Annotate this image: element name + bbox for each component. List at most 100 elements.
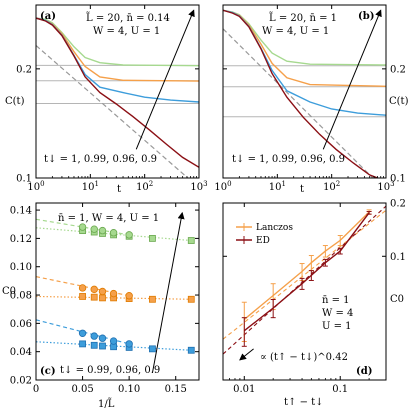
panel-b-guide-line [223,28,374,178]
panel-c-xtick-label-0: 0 [33,384,39,395]
panel-c-square-1-0 [79,293,86,300]
panel-c-frame [35,202,200,381]
panel-c-ytick-label-0: 0.02 [10,376,32,387]
panel-b-params-line-2: W = 4, U = 1 [262,26,329,37]
panel-a-xtick-label-1: 101 [82,180,99,193]
panel-c-circle-1-3 [109,289,118,298]
panel-c-square-1-6 [187,295,195,303]
panel-c-square-1-1 [90,293,98,301]
panel-a-guide-line [36,45,189,178]
panel-d-xtick-label-1: 0.1 [332,384,348,395]
panel-d-legend: Lanczos ED [236,223,293,246]
panel-c-circle-2-4 [125,340,133,348]
panel-c-circle-1-2 [98,287,107,296]
panel-c-square-2-1 [90,341,98,349]
legend-lanczos-label: Lanczos [256,223,293,233]
panel-c: 0 0.05 0.10 0.15 0.02 0.04 0.06 0.08 0.10 0.12 0.1… [2,202,200,410]
panel-c-ytick-label-2: 0.06 [10,319,32,330]
panel-a-ytick-label-0: 0.1 [16,174,32,185]
panel-c-trend-arrow [151,211,185,374]
panel-d-ylabel: C0 [390,294,404,305]
panel-a-frame [35,4,200,179]
panel-a-xlabel: t [117,184,121,195]
panel-c-square-1-2 [99,294,106,302]
panel-c-square-2-2 [99,342,106,350]
panel-b-ytick-label-1: 0.2 [390,64,406,75]
panel-c-square-2-6 [187,346,195,354]
panel-c-annotation: t↓ = 0.99, 0.96, 0.9 [60,365,160,376]
panel-c-xtick-label-2: 0.10 [118,384,140,395]
panel-c-circle-0-4 [125,231,133,239]
panel-d-params-line-1: n̄ = 1 [322,295,350,306]
panel-b-series-3 [223,9,380,178]
panel-a-params-line-2: W = 4, U = 1 [93,26,160,37]
panel-b-frame [222,4,387,179]
panel-c-circle-1-4 [125,292,133,300]
panel-a-data [36,17,199,178]
panel-a-series-3 [36,17,199,168]
panel-c-circle-1-1 [90,285,98,294]
panel-c-ytick-label-3: 0.08 [10,291,32,302]
panel-c-ytick-label-1: 0.04 [10,347,32,358]
panel-c-circle-0-3 [109,229,118,237]
panel-c-square-2-0 [79,340,86,348]
panel-b-trend-arrow [322,9,382,150]
panel-c-circle-2-1 [90,332,98,340]
panel-c-circle-0-0 [78,223,87,231]
panel-b-xlabel: t [300,184,304,195]
panel-d-xtick-label-0: 0.01 [233,384,255,395]
panel-c-ytick-label-4: 0.10 [10,262,32,273]
panel-b-data [223,9,386,178]
panel-b-annotation: t↓ = 1, 0.99, 0.96, 0.9 [232,154,345,165]
panel-b-ytick-label-0: 0.1 [390,174,406,185]
panel-b-xtick-label-1: 101 [269,180,286,193]
panel-d-data [223,205,386,355]
panel-c-plot: 0 0.05 0.10 0.15 0.02 0.04 0.06 0.08 0.10 0.12 0.1… [10,202,200,395]
panel-d-fit-label: ∝ (t↑ − t↓)^0.42 [260,352,348,363]
panel-c-circle-0-1 [90,225,98,233]
panel-d-ytick-label-1: 0.2 [390,199,406,210]
panel-b-ylabel: C(t) [389,96,409,107]
panel-a-series-0 [36,17,199,67]
panel-d-ytick-label-0: 0.1 [390,252,406,263]
panel-c-square-0-5 [149,234,156,242]
panel-d-params-line-3: U = 1 [322,321,352,332]
panel-a-tag: (a) [40,11,56,22]
panel-c-circle-0-2 [98,226,107,235]
panel-d-fit-pointer-arrow [239,348,254,361]
panel-c-tag: (c) [40,366,56,377]
panel-a-ylabel: C(t) [5,96,25,107]
panel-c-ytick-label-5: 0.12 [10,234,32,245]
panel-c-xtick-label-3: 0.15 [165,384,187,395]
panel-b-xtick-label-0: 100 [214,180,231,193]
panel-a-ytick-label-1: 0.2 [16,64,32,75]
panel-b-xtick-label-2: 102 [323,180,340,193]
panel-a-params-line-1: L̃ = 20, n̄ = 0.14 [85,12,169,24]
panel-a-annotation: t↓ = 1, 0.99, 0.96, 0.9 [44,154,157,165]
panel-d-params-line-2: W = 4 [322,308,353,319]
panel-c-circle-1-0 [78,284,87,292]
panel-b-params-line-1: L̃ = 20, n̄ = 1 [268,12,337,24]
panel-c-ylabel: C0 [2,286,16,297]
panel-d-plot: 0.01 0.1 0.1 0.2 [222,199,406,395]
panel-d-power-fit-1 [223,205,386,355]
panel-c-circle-2-3 [109,337,118,345]
panel-c-square-0-6 [187,237,195,244]
panel-d-tag: (d) [356,366,372,377]
panel-c-params: n̄ = 1, W = 4, U = 1 [58,213,159,224]
panel-c-circle-2-0 [78,329,87,337]
panel-d: 0.01 0.1 0.1 0.2 Lanczos ED n̄ = 1 W = 4 U … [222,199,406,408]
panel-a-trend-arrow [135,9,195,150]
panel-c-data [36,218,195,354]
panel-c-circle-2-2 [98,334,107,342]
panel-c-xlabel: 1/L̃ [98,398,115,410]
panel-b-tag: (b) [358,11,374,22]
panel-a-xtick-label-2: 102 [136,180,153,193]
panel-c-ytick-label-6: 0.14 [10,206,32,217]
panel-d-power-fit-0 [223,209,386,340]
panel-d-frame [222,202,387,381]
panel-c-square-1-5 [149,295,156,303]
